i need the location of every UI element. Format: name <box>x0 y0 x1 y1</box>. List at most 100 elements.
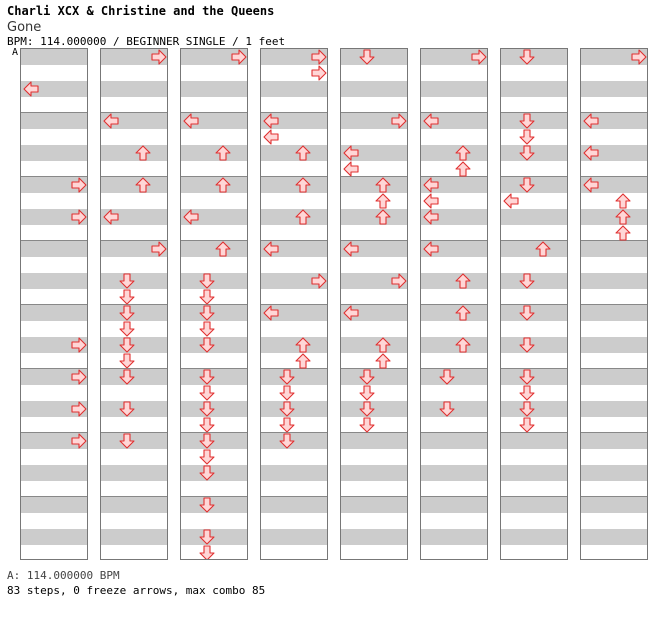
step-arrow-up-icon <box>295 353 311 369</box>
step-arrow-left-icon <box>23 81 39 97</box>
footer-bpm: A: 114.000000 BPM <box>7 569 120 582</box>
measure-line <box>101 176 167 177</box>
step-arrow-left-icon <box>263 241 279 257</box>
song-title: Gone <box>7 20 42 35</box>
step-arrow-down-icon <box>199 321 215 337</box>
song-artist: Charli XCX & Christine and the Queens <box>7 4 275 18</box>
step-arrow-down-icon <box>359 369 375 385</box>
step-arrow-down-icon <box>519 273 535 289</box>
step-arrow-left-icon <box>263 129 279 145</box>
measure-line <box>341 496 407 497</box>
measure-line <box>501 304 567 305</box>
step-arrow-right-icon <box>71 401 87 417</box>
step-arrow-down-icon <box>279 369 295 385</box>
chart-column-7 <box>500 48 568 560</box>
measure-line <box>261 368 327 369</box>
step-arrow-down-icon <box>119 353 135 369</box>
footer-stats: 83 steps, 0 freeze arrows, max combo 85 <box>7 584 266 597</box>
step-arrow-left-icon <box>183 113 199 129</box>
measure-line <box>261 304 327 305</box>
measure-line <box>421 432 487 433</box>
measure-line <box>421 304 487 305</box>
step-arrow-up-icon <box>455 305 471 321</box>
step-arrow-down-icon <box>119 401 135 417</box>
step-arrow-down-icon <box>359 385 375 401</box>
step-arrow-left-icon <box>583 177 599 193</box>
step-arrow-up-icon <box>135 177 151 193</box>
step-arrow-down-icon <box>199 369 215 385</box>
step-arrow-left-icon <box>263 113 279 129</box>
step-arrow-left-icon <box>103 209 119 225</box>
measure-line <box>501 112 567 113</box>
step-arrow-right-icon <box>151 241 167 257</box>
step-arrow-down-icon <box>519 337 535 353</box>
step-arrow-up-icon <box>455 145 471 161</box>
measure-line <box>581 176 647 177</box>
measure-line <box>501 240 567 241</box>
step-arrow-down-icon <box>519 177 535 193</box>
measure-line <box>181 368 247 369</box>
measure-line <box>21 432 87 433</box>
step-arrow-right-icon <box>71 209 87 225</box>
step-arrow-down-icon <box>199 449 215 465</box>
step-arrow-right-icon <box>471 49 487 65</box>
step-arrow-down-icon <box>199 273 215 289</box>
chart-column-3 <box>180 48 248 560</box>
step-arrow-down-icon <box>439 369 455 385</box>
step-arrow-down-icon <box>519 401 535 417</box>
step-arrow-up-icon <box>375 353 391 369</box>
step-arrow-down-icon <box>199 545 215 559</box>
measure-line <box>101 240 167 241</box>
measure-line <box>261 432 327 433</box>
measure-line <box>501 432 567 433</box>
step-arrow-up-icon <box>295 177 311 193</box>
step-arrow-down-icon <box>279 385 295 401</box>
measure-line <box>181 176 247 177</box>
step-arrow-down-icon <box>199 401 215 417</box>
step-arrow-left-icon <box>423 241 439 257</box>
measure-line <box>581 112 647 113</box>
measure-line <box>581 432 647 433</box>
measure-line <box>421 496 487 497</box>
step-arrow-right-icon <box>71 433 87 449</box>
measure-line <box>581 496 647 497</box>
step-arrow-up-icon <box>455 337 471 353</box>
measure-line <box>181 240 247 241</box>
measure-line <box>421 240 487 241</box>
step-arrow-right-icon <box>311 49 327 65</box>
step-arrow-left-icon <box>343 145 359 161</box>
step-arrow-down-icon <box>119 289 135 305</box>
step-arrow-up-icon <box>375 193 391 209</box>
chart-column-8 <box>580 48 648 560</box>
step-arrow-down-icon <box>119 369 135 385</box>
step-arrow-left-icon <box>583 145 599 161</box>
step-arrow-left-icon <box>263 305 279 321</box>
chart-column-1 <box>20 48 88 560</box>
step-arrow-left-icon <box>103 113 119 129</box>
chart-column-6 <box>420 48 488 560</box>
chart-column-5 <box>340 48 408 560</box>
step-arrow-left-icon <box>423 113 439 129</box>
step-arrow-up-icon <box>455 273 471 289</box>
step-arrow-up-icon <box>615 209 631 225</box>
measure-line <box>101 304 167 305</box>
chart-column-4 <box>260 48 328 560</box>
measure-line <box>181 432 247 433</box>
measure-line <box>501 176 567 177</box>
step-arrow-down-icon <box>519 369 535 385</box>
step-arrow-right-icon <box>311 273 327 289</box>
step-arrow-right-icon <box>311 65 327 81</box>
step-arrow-down-icon <box>519 113 535 129</box>
step-arrow-down-icon <box>279 417 295 433</box>
step-arrow-up-icon <box>375 177 391 193</box>
measure-line <box>341 368 407 369</box>
step-arrow-up-icon <box>295 145 311 161</box>
step-arrow-down-icon <box>199 289 215 305</box>
measure-line <box>181 112 247 113</box>
step-arrow-up-icon <box>215 241 231 257</box>
step-arrow-down-icon <box>439 401 455 417</box>
step-arrow-down-icon <box>119 273 135 289</box>
step-arrow-down-icon <box>359 417 375 433</box>
measure-line <box>261 240 327 241</box>
step-arrow-up-icon <box>455 161 471 177</box>
